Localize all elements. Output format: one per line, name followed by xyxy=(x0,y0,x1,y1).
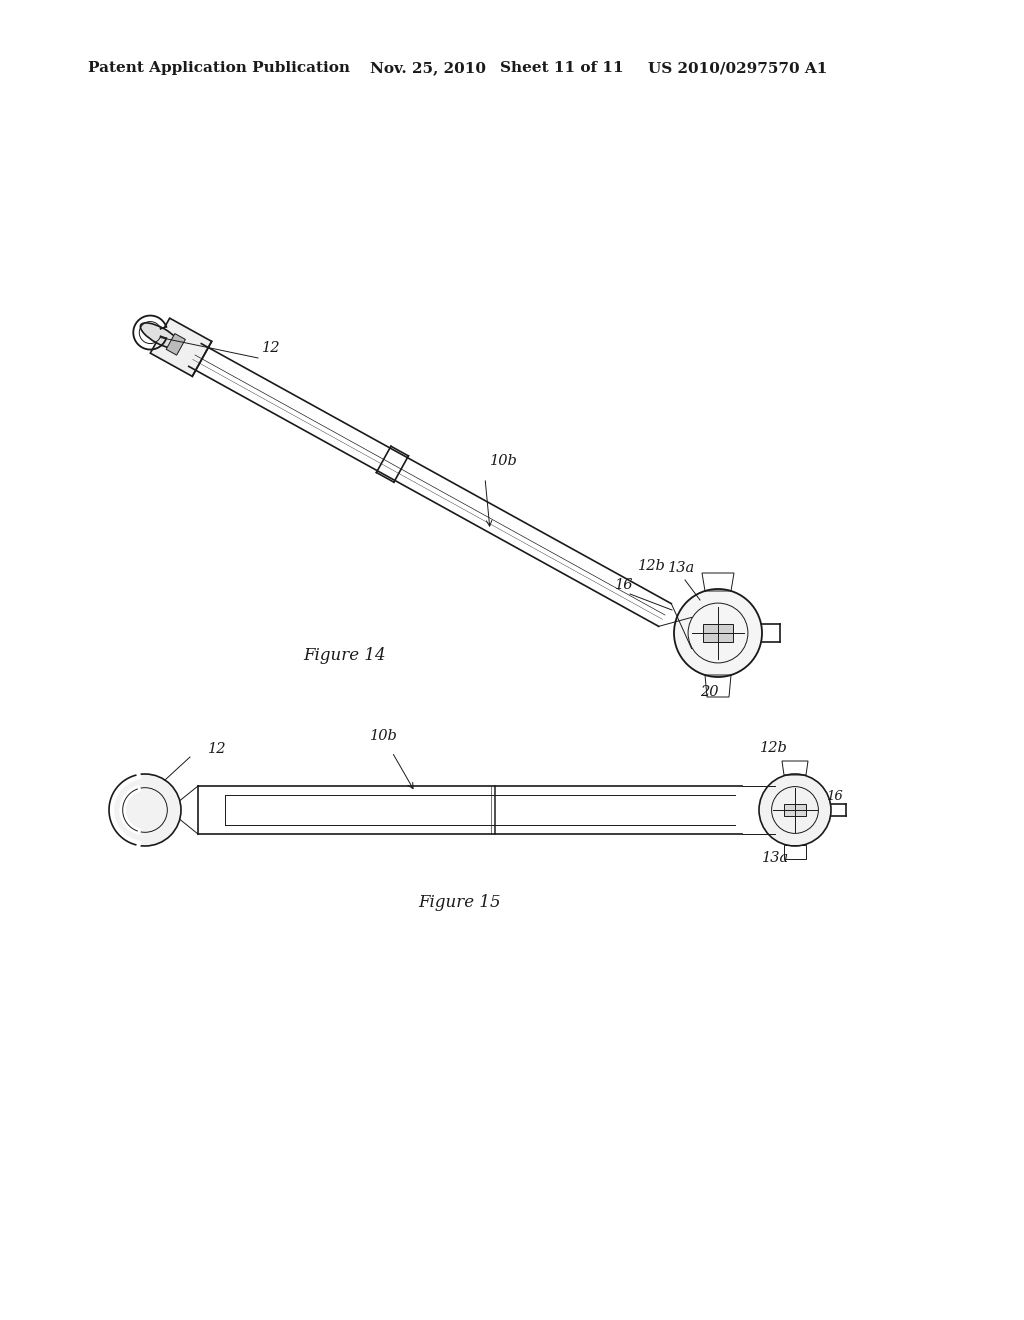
Text: 12b: 12b xyxy=(638,558,666,573)
Text: US 2010/0297570 A1: US 2010/0297570 A1 xyxy=(648,61,827,75)
Text: Figure 15: Figure 15 xyxy=(419,894,502,911)
Circle shape xyxy=(674,589,762,677)
Text: 12: 12 xyxy=(208,742,226,756)
Polygon shape xyxy=(166,334,185,355)
Text: 13a: 13a xyxy=(762,851,790,865)
Text: 16: 16 xyxy=(826,789,843,803)
Circle shape xyxy=(759,774,831,846)
Polygon shape xyxy=(703,624,733,642)
Polygon shape xyxy=(784,804,806,816)
Text: Sheet 11 of 11: Sheet 11 of 11 xyxy=(500,61,624,75)
Circle shape xyxy=(109,774,181,846)
Text: Nov. 25, 2010: Nov. 25, 2010 xyxy=(370,61,486,75)
Polygon shape xyxy=(151,318,212,376)
Text: 10b: 10b xyxy=(370,729,398,743)
Text: 16: 16 xyxy=(615,578,634,591)
Text: 13a: 13a xyxy=(668,561,695,576)
Text: 10b: 10b xyxy=(490,454,518,469)
Ellipse shape xyxy=(140,323,179,348)
Text: Patent Application Publication: Patent Application Publication xyxy=(88,61,350,75)
Text: 20: 20 xyxy=(700,685,719,700)
Text: 12: 12 xyxy=(262,341,281,355)
Text: 12b: 12b xyxy=(760,741,787,755)
Text: Figure 14: Figure 14 xyxy=(304,647,386,664)
